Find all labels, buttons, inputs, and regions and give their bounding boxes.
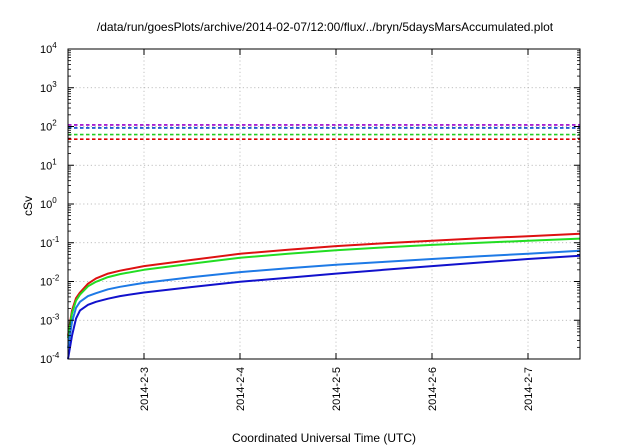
series-line bbox=[67, 254, 581, 360]
series-line bbox=[67, 249, 581, 349]
y-tick-label: 103 bbox=[40, 80, 57, 95]
y-tick-label: 10-1 bbox=[40, 235, 60, 250]
y-tick-exponent: 0 bbox=[52, 196, 57, 205]
y-tick-label: 104 bbox=[40, 41, 57, 56]
x-axis-label: Coordinated Universal Time (UTC) bbox=[232, 431, 416, 445]
x-axis-ticks: 2014-2-3 2014-2-4 2014-2-5 2014-2-6 2014-2-7 bbox=[139, 49, 535, 411]
x-tick-label: 2014-2-3 bbox=[139, 367, 151, 411]
y-tick-exponent: -4 bbox=[52, 351, 60, 360]
y-tick-label: 101 bbox=[40, 157, 57, 172]
y-tick-label: 10-2 bbox=[40, 274, 60, 289]
y-tick-exponent: -1 bbox=[52, 235, 60, 244]
x-tick-label: 2014-2-5 bbox=[331, 367, 343, 411]
y-tick-exponent: 4 bbox=[52, 41, 57, 50]
y-tick-exponent: 3 bbox=[52, 80, 57, 89]
y-tick-exponent: 1 bbox=[52, 157, 57, 166]
y-tick-label: 10-3 bbox=[40, 312, 60, 327]
x-tick-label: 2014-2-4 bbox=[235, 367, 247, 411]
grid bbox=[68, 49, 580, 359]
series-lines bbox=[67, 232, 581, 360]
threshold-lines bbox=[68, 124, 580, 141]
x-tick-label: 2014-2-7 bbox=[523, 367, 535, 411]
y-tick-label: 100 bbox=[40, 196, 57, 211]
chart-title: /data/run/goesPlots/archive/2014-02-07/1… bbox=[97, 20, 554, 34]
y-tick-exponent: -2 bbox=[52, 274, 60, 283]
y-tick-exponent: 2 bbox=[52, 119, 57, 128]
y-tick-exponent: -3 bbox=[52, 312, 60, 321]
series-line bbox=[67, 232, 581, 336]
series-line bbox=[67, 237, 581, 339]
y-axis-label: cSv bbox=[21, 196, 35, 216]
x-tick-label: 2014-2-6 bbox=[427, 367, 439, 411]
y-tick-label: 102 bbox=[40, 119, 57, 134]
y-tick-label: 10-4 bbox=[40, 351, 60, 366]
